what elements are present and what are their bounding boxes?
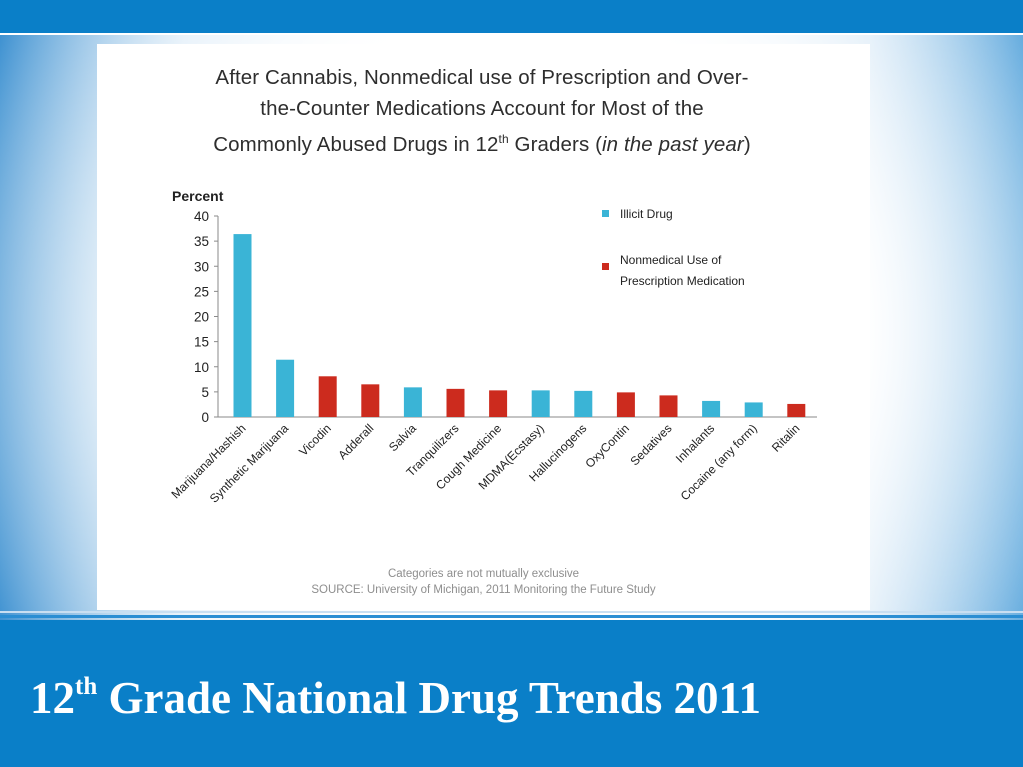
category-label: Ritalin bbox=[769, 421, 802, 454]
bar-rx bbox=[659, 395, 678, 417]
bar-rx bbox=[446, 388, 465, 417]
bars-group bbox=[233, 234, 806, 417]
chart-title-line-3-b: Graders ( bbox=[508, 132, 603, 156]
bar-illicit bbox=[744, 402, 763, 417]
legend-label: Nonmedical Use of bbox=[620, 253, 722, 267]
chart-title: After Cannabis, Nonmedical use of Prescr… bbox=[127, 62, 837, 160]
category-label: Synthetic Marijuana bbox=[207, 421, 292, 506]
bar-illicit bbox=[233, 234, 252, 417]
slide-title-number: 12 bbox=[30, 673, 75, 723]
slide-title-text: Grade National Drug Trends 2011 bbox=[97, 673, 762, 723]
legend-swatch bbox=[602, 210, 609, 217]
y-tick-label: 40 bbox=[194, 209, 209, 224]
y-tick-label: 15 bbox=[194, 335, 209, 350]
category-label: OxyContin bbox=[583, 421, 633, 471]
chart-title-line-3-c: ) bbox=[743, 132, 751, 156]
y-tick-label: 30 bbox=[194, 259, 209, 274]
chart-title-line-1: After Cannabis, Nonmedical use of Prescr… bbox=[215, 66, 749, 89]
legend-swatch bbox=[602, 263, 609, 270]
bar-illicit bbox=[574, 390, 593, 417]
y-tick-label: 35 bbox=[194, 234, 209, 249]
top-banner bbox=[0, 0, 1023, 33]
bar-rx bbox=[616, 392, 635, 417]
bar-rx bbox=[787, 403, 806, 417]
bar-rx bbox=[361, 384, 380, 417]
category-label: Adderall bbox=[335, 421, 376, 462]
bar-chart: Percent 0 5 10 15 20 25 30 35 40 Marijuana/Hashi… bbox=[168, 188, 817, 506]
chart-title-line-3-a: Commonly Abused Drugs in 12 bbox=[213, 132, 499, 156]
bar-illicit bbox=[531, 390, 550, 417]
y-axis-title: Percent bbox=[172, 188, 224, 204]
bar-rx bbox=[489, 390, 508, 417]
bottom-banner bbox=[0, 620, 1023, 767]
y-tick-label: 20 bbox=[194, 310, 209, 325]
y-tick-label: 10 bbox=[194, 360, 209, 375]
legend-label: Illicit Drug bbox=[620, 207, 673, 221]
top-divider bbox=[0, 33, 1023, 35]
y-tick-label: 0 bbox=[201, 410, 209, 425]
chart-panel: After Cannabis, Nonmedical use of Prescr… bbox=[97, 44, 870, 610]
chart-source: SOURCE: University of Michigan, 2011 Mon… bbox=[311, 584, 656, 596]
bottom-divider-dark bbox=[0, 615, 1023, 618]
chart-title-line-3: Commonly Abused Drugs in 12th Graders (i… bbox=[127, 124, 837, 160]
bottom-divider-light bbox=[0, 611, 1023, 613]
category-label: Cocaine (any form) bbox=[678, 421, 760, 503]
category-label: Inhalants bbox=[673, 421, 717, 465]
y-tick-label: 25 bbox=[194, 284, 209, 299]
bar-illicit bbox=[403, 387, 422, 417]
y-tick-label: 5 bbox=[201, 385, 209, 400]
chart-note: Categories are not mutually exclusive bbox=[387, 568, 580, 580]
category-label: Vicodin bbox=[296, 421, 334, 459]
slide-title-sup: th bbox=[75, 673, 98, 700]
category-label: Salvia bbox=[386, 421, 419, 454]
category-label: Marijuana/Hashish bbox=[168, 421, 248, 501]
slide-title: 12th Grade National Drug Trends 2011 bbox=[30, 673, 762, 723]
bar-illicit bbox=[702, 400, 721, 417]
chart-legend: Illicit Drug Nonmedical Use of Prescriptio… bbox=[602, 207, 745, 288]
bar-illicit bbox=[276, 359, 295, 417]
bar-rx bbox=[318, 376, 337, 417]
chart-title-italic: in the past year bbox=[602, 132, 744, 156]
category-label: Sedatives bbox=[627, 421, 674, 468]
legend-label: Prescription Medication bbox=[620, 274, 745, 288]
chart-title-sup: th bbox=[498, 132, 509, 146]
y-axis-ticks: 0 5 10 15 20 25 30 35 40 bbox=[194, 209, 218, 425]
chart-title-line-2: the-Counter Medications Account for Most… bbox=[260, 97, 704, 120]
